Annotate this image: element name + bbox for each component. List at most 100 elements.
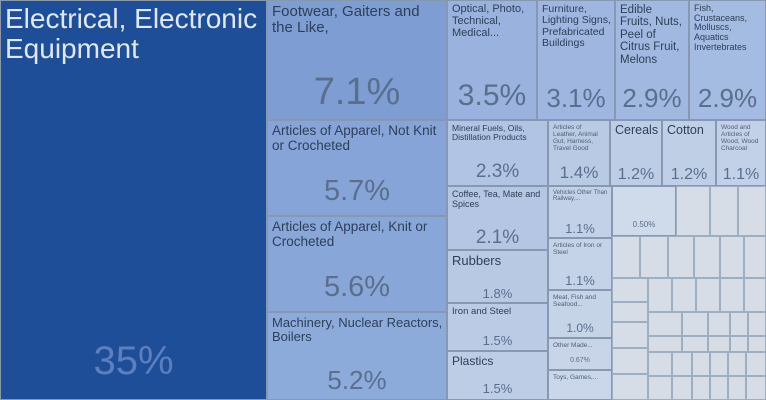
- tile-label: Toys, Games,...: [553, 374, 599, 381]
- tile-value: 1.2%: [670, 166, 708, 183]
- treemap-small-tile: [692, 352, 710, 376]
- treemap-small-tile: [748, 312, 766, 336]
- tile-value: 1.5%: [482, 333, 513, 348]
- tile-value: 5.7%: [323, 175, 391, 207]
- treemap-small-tile: [612, 322, 648, 348]
- treemap-small-tile: [612, 278, 648, 302]
- treemap-tile[interactable]: Fish, Crustaceans, Molluscs, Aquatics In…: [689, 0, 766, 120]
- tile-value: 1.1%: [565, 221, 595, 236]
- treemap-small-tile: [612, 302, 648, 322]
- treemap-small-tile: [744, 278, 766, 312]
- tile-label: Mineral Fuels, Oils, Distillation Produc…: [452, 123, 527, 143]
- treemap-tile[interactable]: 0.50%: [612, 186, 676, 236]
- tile-label: Edible Fruits, Nuts, Peel of Citrus Frui…: [620, 4, 682, 66]
- tile-value: 2.9%: [697, 83, 758, 113]
- tile-value: 1.0%: [566, 321, 594, 335]
- treemap-small-tile: [720, 236, 744, 278]
- treemap-small-tile: [738, 186, 766, 236]
- treemap-small-tile: [748, 336, 766, 352]
- tile-label: Coffee, Tea, Mate and Spices: [452, 189, 541, 209]
- tile-label: Machinery, Nuclear Reactors, Boilers: [272, 315, 443, 345]
- tile-value: 1.4%: [559, 163, 599, 182]
- tile-label: Fish, Crustaceans, Molluscs, Aquatics In…: [694, 3, 748, 52]
- treemap-small-tile: [730, 312, 748, 336]
- treemap-small-tile: [708, 312, 730, 336]
- treemap-small-tile: [710, 376, 728, 400]
- tile-label: Rubbers: [452, 253, 502, 268]
- tile-value: 0.50%: [632, 220, 656, 229]
- treemap-tile[interactable]: Rubbers 1.8%: [447, 250, 548, 303]
- treemap-small-tile: [746, 376, 766, 400]
- tile-value: 1.2%: [617, 166, 655, 183]
- treemap-tile[interactable]: Wood and Articles of Wood, Wood Charcoal…: [716, 120, 766, 186]
- tile-label: Articles of Leather, Animal Gut, Harness…: [553, 124, 598, 153]
- tile-value: 1.1%: [565, 273, 595, 288]
- tile-value: 3.1%: [546, 83, 606, 113]
- treemap-small-tile: [728, 376, 746, 400]
- treemap-small-tile: [676, 186, 710, 236]
- treemap-small-tile: [746, 352, 766, 376]
- tile-label: Footwear, Gaiters and the Like,: [272, 3, 420, 37]
- treemap-tile[interactable]: Articles of Apparel, Not Knit or Crochet…: [267, 120, 447, 216]
- tile-label: Optical, Photo, Technical, Medical...: [452, 3, 525, 39]
- treemap-tile[interactable]: Meat, Fish and Seafood... 1.0%: [548, 290, 612, 338]
- tile-value: 3.5%: [457, 79, 527, 112]
- treemap-tile[interactable]: Optical, Photo, Technical, Medical... 3.5…: [447, 0, 537, 120]
- treemap-small-tile: [612, 374, 648, 400]
- tile-label: Cotton: [667, 123, 704, 137]
- treemap-tile[interactable]: Articles of Iron or Steel 1.1%: [548, 238, 612, 290]
- treemap-small-tile: [696, 278, 720, 312]
- treemap-tile[interactable]: Edible Fruits, Nuts, Peel of Citrus Frui…: [615, 0, 689, 120]
- treemap-small-tile: [728, 352, 746, 376]
- treemap-small-tile: [648, 312, 682, 336]
- treemap-tile[interactable]: Machinery, Nuclear Reactors, Boilers 5.2%: [267, 312, 447, 400]
- treemap-small-tile: [672, 278, 696, 312]
- tile-label: Vehicles Other Than Railway,...: [553, 190, 608, 203]
- treemap-tile[interactable]: Coffee, Tea, Mate and Spices 2.1%: [447, 186, 548, 250]
- treemap-small-tile: [672, 376, 692, 400]
- treemap-small-tile: [648, 278, 672, 312]
- treemap-small-tile: [694, 236, 720, 278]
- treemap-small-tile: [720, 278, 744, 312]
- tile-label: Electrical, Electronic Equipment: [5, 3, 258, 65]
- tile-label: Cereals: [615, 123, 659, 137]
- treemap-tile[interactable]: Plastics 1.5%: [447, 351, 548, 400]
- treemap-small-tile: [648, 352, 672, 376]
- treemap-tile[interactable]: Mineral Fuels, Oils, Distillation Produc…: [447, 120, 548, 186]
- treemap-tile[interactable]: Cotton 1.2%: [662, 120, 716, 186]
- treemap-tile[interactable]: Articles of Leather, Animal Gut, Harness…: [548, 120, 610, 186]
- tile-value: 0.67%: [570, 357, 590, 364]
- treemap-tile[interactable]: Vehicles Other Than Railway,... 1.1%: [548, 186, 612, 238]
- treemap-tile[interactable]: Articles of Apparel, Knit or Crocheted 5.…: [267, 216, 447, 312]
- treemap-tile[interactable]: Cereals 1.2%: [610, 120, 662, 186]
- tile-label: Articles of Apparel, Knit or Crocheted: [272, 219, 428, 249]
- treemap-tile[interactable]: Electrical, Electronic Equipment 35%: [0, 0, 267, 400]
- tile-value: 2.3%: [475, 161, 520, 182]
- treemap-small-tile: [692, 376, 710, 400]
- treemap-small-tile: [648, 376, 672, 400]
- tile-value: 2.1%: [475, 227, 520, 248]
- tile-value: 1.1%: [722, 166, 760, 183]
- tile-label: Furniture, Lighting Signs, Prefabricated…: [542, 3, 611, 49]
- tile-label: Plastics: [452, 354, 494, 368]
- tile-label: Wood and Articles of Wood, Wood Charcoal: [721, 124, 759, 153]
- treemap-tile[interactable]: Toys, Games,...: [548, 370, 612, 400]
- treemap-tile[interactable]: Furniture, Lighting Signs, Prefabricated…: [537, 0, 615, 120]
- treemap-tile[interactable]: Footwear, Gaiters and the Like, 7.1%: [267, 0, 447, 120]
- tile-label: Articles of Apparel, Not Knit or Crochet…: [272, 123, 437, 153]
- tile-value: 5.2%: [327, 365, 387, 395]
- treemap-tile[interactable]: Other Made... 0.67%: [548, 338, 612, 370]
- tile-value: 7.1%: [313, 71, 401, 113]
- treemap-small-tile: [668, 236, 694, 278]
- treemap-small-tile: [708, 336, 730, 352]
- treemap-small-tile: [682, 312, 708, 336]
- tile-value: 2.9%: [622, 83, 682, 113]
- treemap-tile[interactable]: Iron and Steel 1.5%: [447, 303, 548, 351]
- tile-value: 35%: [93, 339, 174, 383]
- tile-label: Articles of Iron or Steel: [553, 242, 603, 257]
- tile-value: 1.8%: [482, 286, 513, 301]
- treemap-small-tile: [640, 236, 668, 278]
- treemap-small-tile: [710, 186, 738, 236]
- tile-label: Iron and Steel: [452, 306, 512, 317]
